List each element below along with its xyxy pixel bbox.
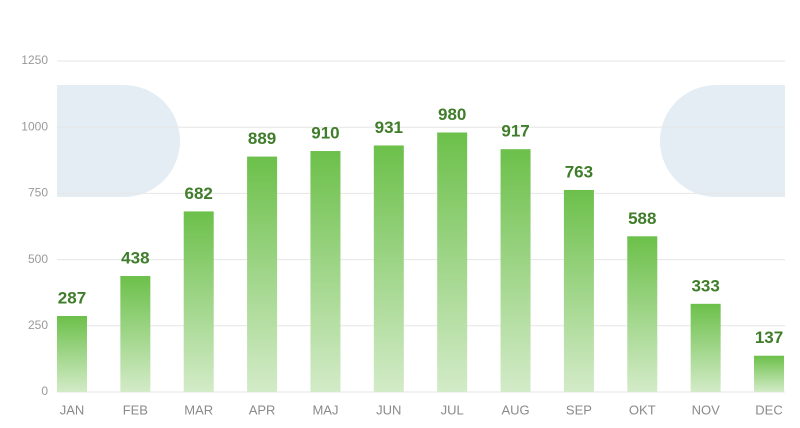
value-label: 763 [565, 162, 593, 181]
y-tick-label: 1250 [21, 53, 48, 67]
bar [437, 132, 468, 392]
x-tick-label: AUG [501, 402, 529, 417]
x-tick-label: OKT [629, 402, 656, 417]
value-label: 137 [755, 328, 783, 347]
bar [56, 316, 87, 392]
value-label: 438 [121, 249, 149, 268]
x-tick-label: JUL [441, 402, 464, 417]
value-label: 333 [691, 276, 719, 295]
bar [310, 151, 341, 392]
y-tick-label: 750 [28, 186, 48, 200]
x-tick-label: APR [249, 402, 276, 417]
x-tick-label: DEC [755, 402, 782, 417]
bar [754, 355, 785, 392]
x-tick-label: JUN [376, 402, 401, 417]
value-label: 682 [185, 184, 213, 203]
decor-shape [660, 85, 785, 197]
x-tick-label: FEB [123, 402, 148, 417]
bar [373, 145, 404, 392]
value-label: 287 [58, 288, 86, 307]
bar [690, 303, 721, 392]
y-tick-label: 1000 [21, 119, 48, 133]
x-tick-label: NOV [692, 402, 721, 417]
bar [563, 189, 594, 392]
value-label: 889 [248, 129, 276, 148]
x-tick-label: MAJ [312, 402, 338, 417]
y-tick-label: 0 [41, 384, 48, 398]
value-label: 931 [375, 118, 403, 137]
bar [183, 211, 214, 392]
bar [500, 149, 531, 392]
value-label: 917 [501, 122, 529, 141]
y-tick-label: 250 [28, 318, 48, 332]
value-label: 910 [311, 124, 339, 143]
x-tick-label: JAN [60, 402, 85, 417]
decor-shape [57, 85, 180, 197]
x-tick-label: SEP [566, 402, 592, 417]
x-tick-label: MAR [184, 402, 213, 417]
bar [247, 156, 278, 392]
y-tick-label: 500 [28, 252, 48, 266]
value-label: 980 [438, 105, 466, 124]
bar [120, 276, 151, 392]
bar [627, 236, 658, 392]
value-label: 588 [628, 209, 656, 228]
